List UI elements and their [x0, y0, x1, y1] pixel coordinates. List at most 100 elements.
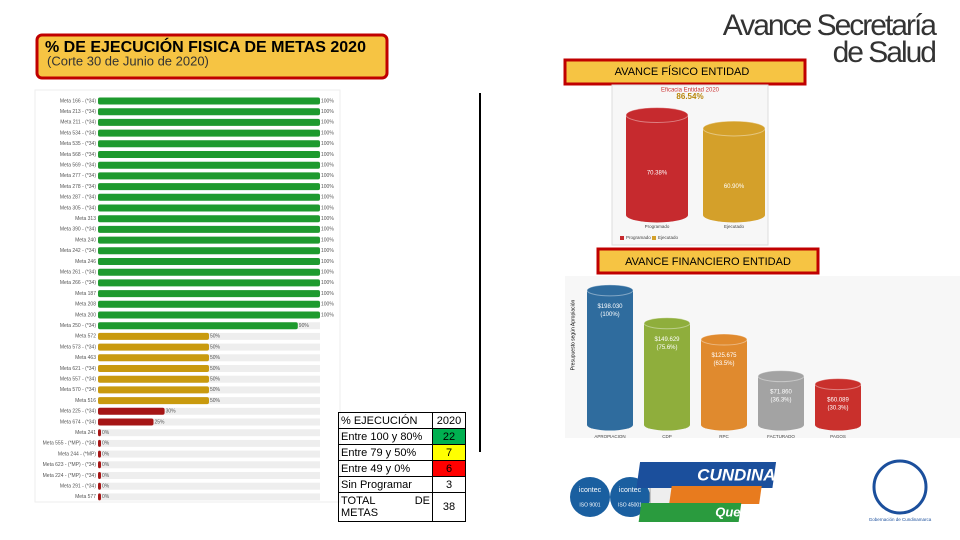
bar-track: [98, 407, 320, 415]
bar: [98, 279, 320, 287]
bar: [98, 322, 298, 330]
bar: [98, 140, 320, 148]
cylinder-top: [700, 333, 748, 346]
summary-table: % EJECUCIÓN 2020 Entre 100 y 80% 22 Entre 79…: [338, 412, 466, 522]
table-row: TOTAL DE METAS 38: [338, 492, 466, 522]
bar: [98, 225, 320, 233]
bar-label: Meta 200: [75, 312, 96, 318]
bar-label: Meta 224 - (*MP) - (*34): [43, 473, 97, 479]
bar-value: 50%: [210, 398, 221, 404]
title-box: [35, 33, 389, 80]
bar-value: 100%: [321, 120, 334, 126]
bar-track: [98, 472, 320, 479]
bar: [98, 472, 101, 479]
logo-band: [638, 503, 742, 522]
chart-title: AVANCE FINANCIERO ENTIDAD: [625, 256, 791, 268]
logo-text: Que Progresa!: [715, 504, 805, 519]
bar-value: 100%: [321, 291, 334, 297]
bar-label: Meta 463: [75, 355, 96, 361]
bar-value: 100%: [321, 130, 334, 136]
table-cell: Entre 100 y 80%: [338, 428, 433, 445]
bar: [98, 332, 209, 340]
bar-label: Meta 573 - (*34): [60, 344, 96, 350]
bar-value: 100%: [321, 216, 334, 222]
bar-track: [98, 461, 320, 469]
bar: [98, 172, 320, 180]
value-label: $60.089: [827, 398, 849, 404]
bar-value: 100%: [321, 109, 334, 115]
bar-value: 100%: [321, 248, 334, 254]
bar: [98, 258, 320, 265]
bar-value: 50%: [210, 334, 221, 340]
table-cell: Sin Programar: [338, 476, 433, 493]
logo-text: Gobernación de Cundinamarca: [869, 517, 932, 522]
bar-label: Meta 568 - (*34): [60, 152, 96, 158]
bar-label: Meta 313: [75, 216, 96, 222]
bar-label: Meta 390 - (*34): [60, 227, 96, 233]
bar: [98, 129, 320, 137]
bar: [98, 193, 320, 201]
logo-band: [636, 462, 777, 488]
bar-label: Meta 577: [75, 494, 96, 500]
x-tick-label: FACTURADO: [767, 434, 795, 439]
bar-value: 100%: [321, 152, 334, 158]
bar-value: 50%: [210, 366, 221, 372]
cylinder-top: [757, 370, 805, 383]
bar-value: 100%: [321, 205, 334, 211]
bar: [98, 450, 101, 458]
bar: [98, 300, 320, 308]
bar: [98, 397, 209, 405]
legend-swatch: [652, 236, 656, 240]
bar-value: 25%: [155, 419, 166, 425]
x-tick-label: CDP: [662, 434, 672, 439]
bar-value: 50%: [210, 344, 221, 350]
bar: [98, 204, 320, 212]
bar-value: 50%: [210, 355, 221, 361]
chart-title: AVANCE FÍSICO ENTIDAD: [615, 65, 750, 78]
bar-label: Meta 287 - (*34): [60, 195, 96, 201]
bar-label: Meta 208: [75, 302, 96, 308]
bar: [98, 493, 101, 501]
table-row: Sin Programar 3: [338, 476, 466, 493]
table-row: Entre 79 y 50% 7: [338, 444, 466, 461]
value-label: (100%): [600, 312, 619, 318]
bar-value: 100%: [321, 227, 334, 233]
bar: [98, 386, 209, 394]
bar: [98, 365, 209, 372]
bar: [98, 311, 320, 319]
bar-track: [98, 429, 320, 437]
y-axis-label: Presupuesto según Apropiación: [570, 299, 576, 370]
bar: [98, 418, 154, 426]
chart-subtitle: Eficacia Entidad 2020: [661, 88, 720, 94]
logo: [570, 477, 610, 517]
bar-value: 100%: [321, 184, 334, 190]
bar-value: 0%: [102, 430, 110, 436]
legend-swatch: [620, 236, 624, 240]
table-row: Entre 49 y 0% 6: [338, 460, 466, 477]
bar-track: [98, 450, 320, 458]
bar-label: Meta 572: [75, 334, 96, 340]
bar-track: [98, 439, 320, 447]
bar: [98, 183, 320, 191]
title: % DE EJECUCIÓN FISICA DE METAS 2020: [45, 37, 366, 56]
headline: 86.54%: [676, 92, 703, 101]
bar-label: Meta 534 - (*34): [60, 130, 96, 136]
bar-value: 100%: [321, 195, 334, 201]
bar: [98, 439, 101, 447]
bar-label: Meta 240: [75, 237, 96, 243]
table-row: Entre 100 y 80% 22: [338, 428, 466, 445]
x-tick-label: PAGOS: [830, 434, 846, 439]
table-cell: Entre 79 y 50%: [338, 444, 433, 461]
cylinder: [644, 323, 690, 425]
table-cell: 38: [432, 492, 466, 522]
bar: [98, 215, 320, 223]
bar-value: 50%: [210, 387, 221, 393]
bar: [98, 161, 320, 169]
bar-value: 0%: [102, 473, 110, 479]
value-label: (75.6%): [656, 345, 677, 351]
bar-value: 100%: [321, 259, 334, 265]
table-cell: 7: [432, 444, 466, 461]
bar-label: Meta 569 - (*34): [60, 163, 96, 169]
bar-label: Meta 250 - (*34): [60, 323, 96, 329]
